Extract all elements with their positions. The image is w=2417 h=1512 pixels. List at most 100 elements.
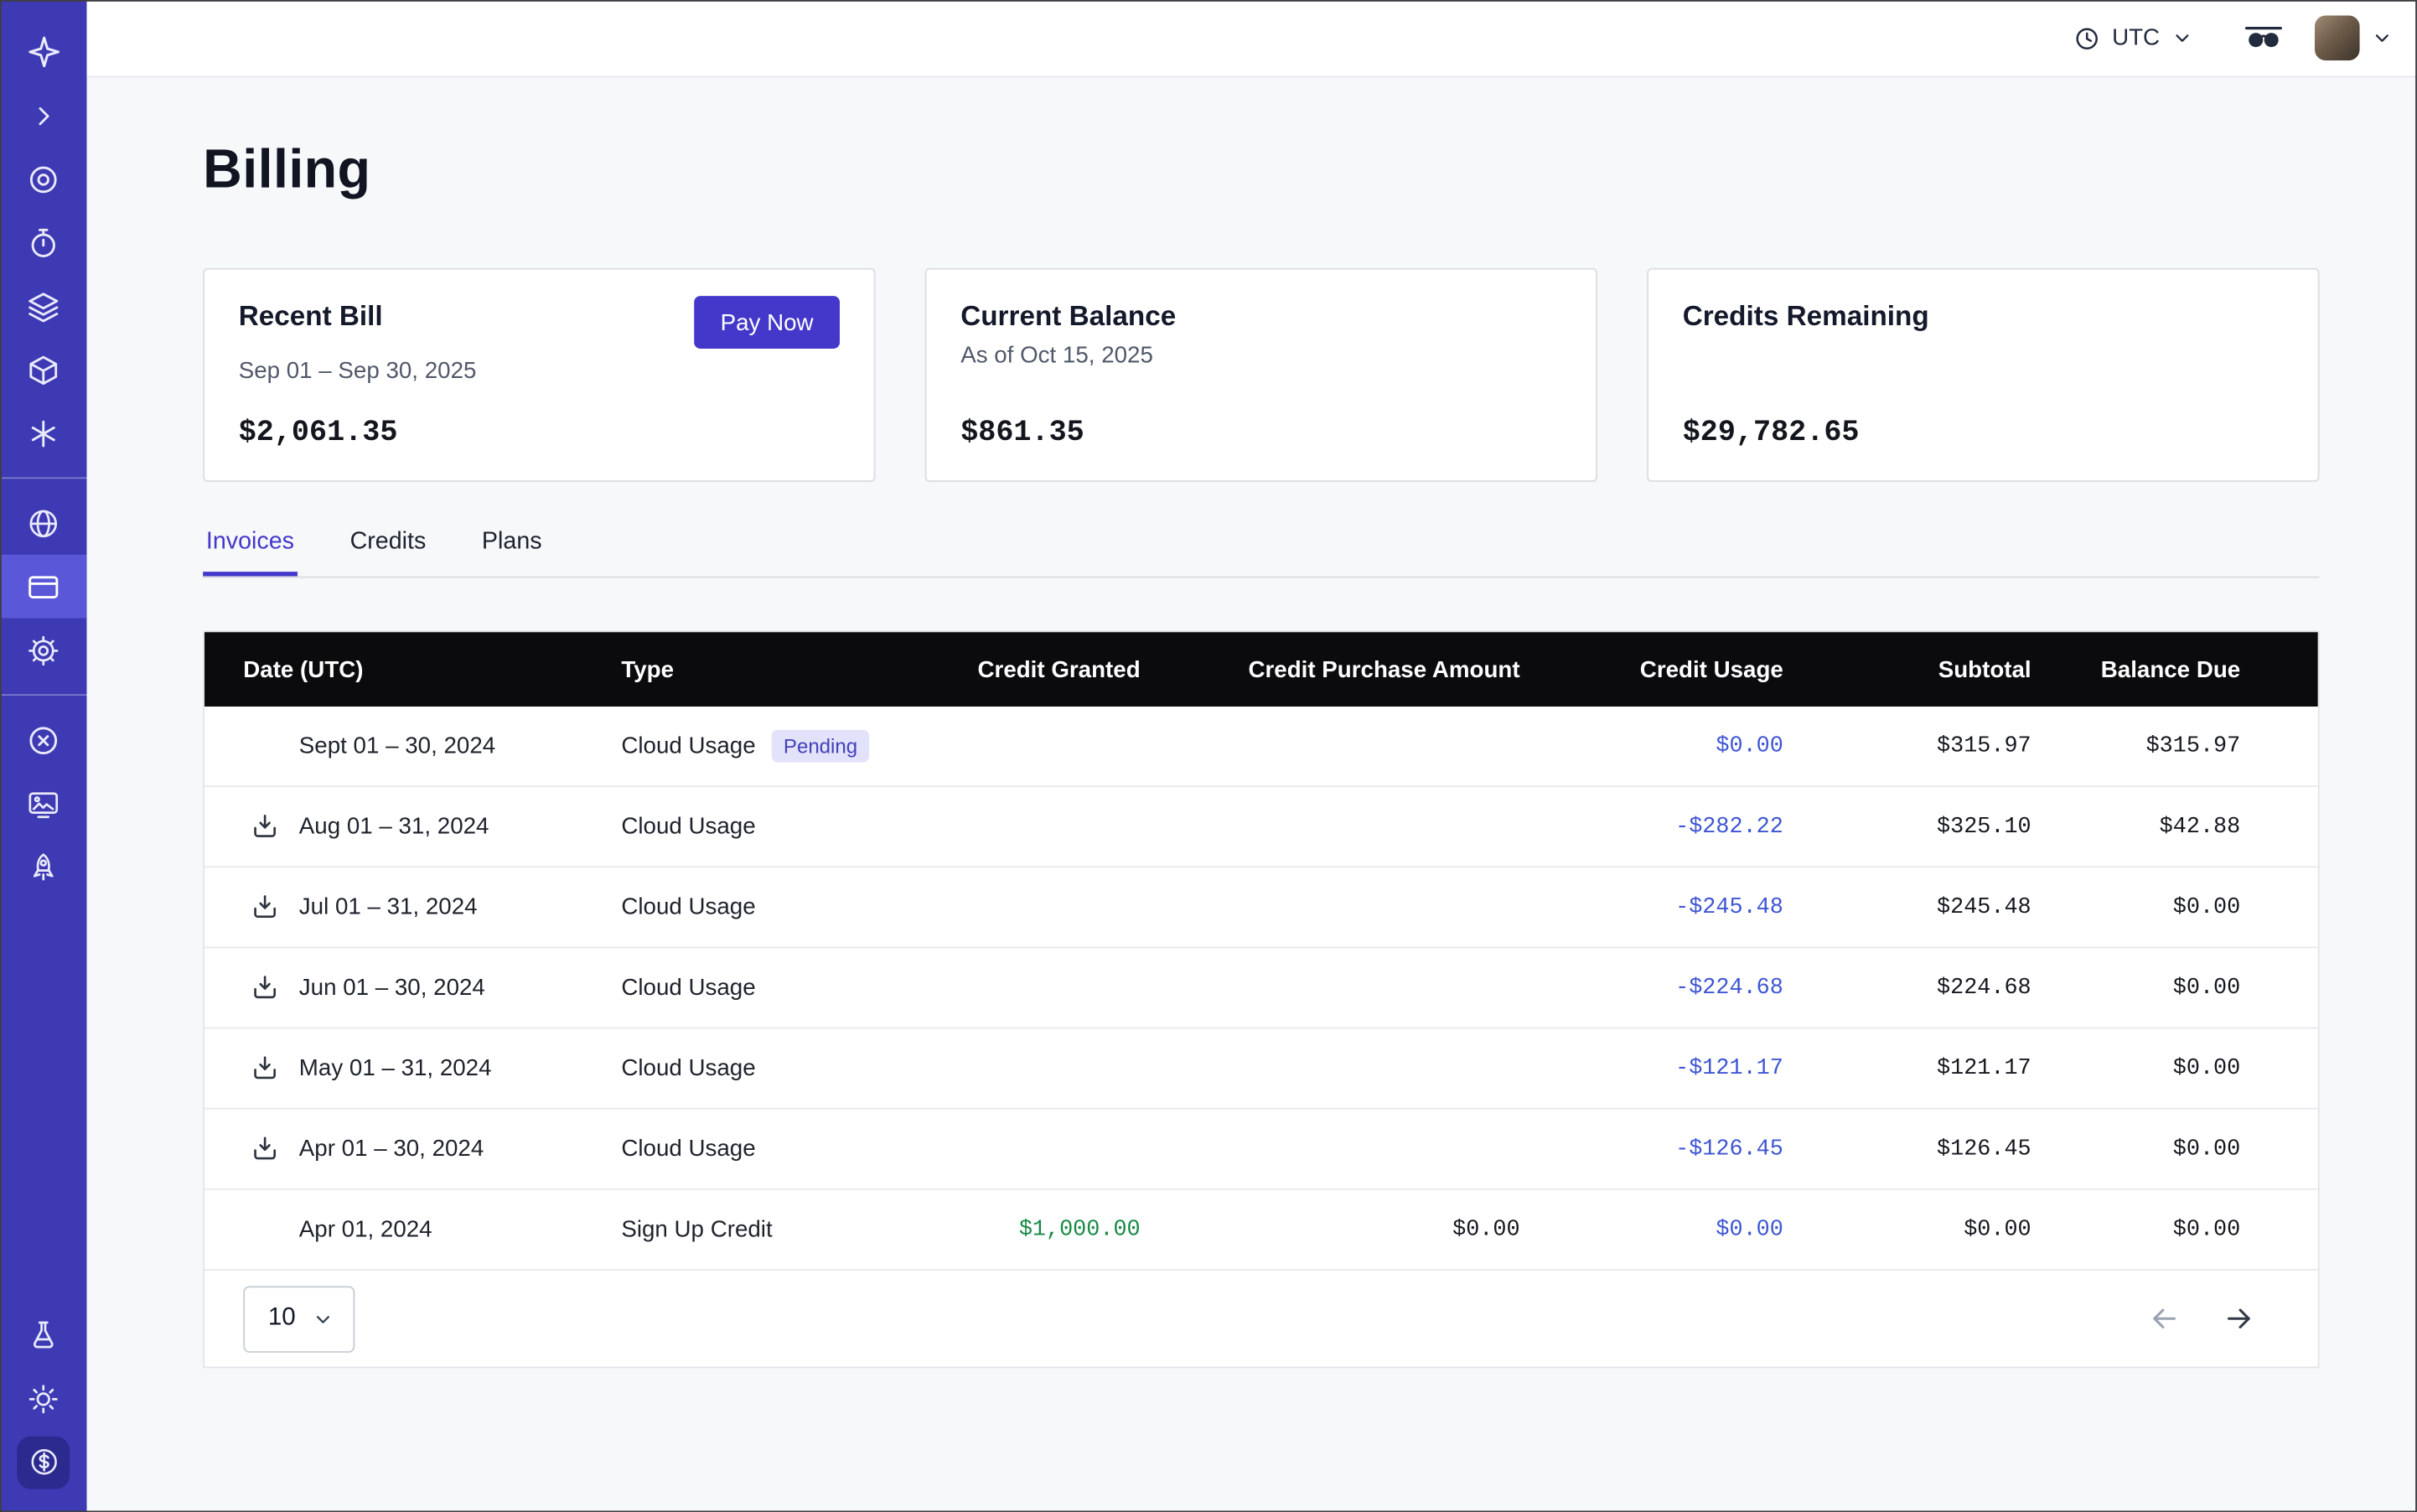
credit-usage-value: $0.00 bbox=[1559, 1217, 1822, 1242]
sidebar-divider bbox=[0, 477, 87, 479]
subtotal-value: $121.17 bbox=[1822, 1056, 2070, 1081]
invoice-date-cell: Apr 01, 2024 bbox=[204, 1214, 621, 1245]
status-badge: Pending bbox=[771, 730, 870, 763]
timezone-selector[interactable]: UTC bbox=[2073, 24, 2194, 52]
col-balance-due: Balance Due bbox=[2070, 656, 2318, 682]
asterisk-icon[interactable] bbox=[0, 401, 87, 465]
sidebar bbox=[0, 0, 87, 1512]
col-credit-granted: Credit Granted bbox=[916, 656, 1179, 682]
layers-icon[interactable] bbox=[0, 274, 87, 338]
tab-plans[interactable]: Plans bbox=[479, 528, 545, 576]
credit-usage-value: -$121.17 bbox=[1559, 1056, 1822, 1081]
balance-due-value: $0.00 bbox=[2070, 895, 2318, 920]
table-row: Jul 01 – 31, 2024 Cloud Usage -$245.48 $… bbox=[204, 867, 2318, 948]
invoice-date: Aug 01 – 31, 2024 bbox=[299, 814, 489, 840]
card-subtitle: Sep 01 – Sep 30, 2025 bbox=[239, 358, 840, 386]
invoice-date: Apr 01, 2024 bbox=[299, 1216, 432, 1242]
col-credit-usage: Credit Usage bbox=[1559, 656, 1822, 682]
balance-due-value: $315.97 bbox=[2070, 733, 2318, 759]
table-row: Apr 01 – 30, 2024 Cloud Usage -$126.45 $… bbox=[204, 1110, 2318, 1190]
target-icon[interactable] bbox=[0, 148, 87, 211]
rocket-icon[interactable] bbox=[0, 835, 87, 898]
download-invoice-icon[interactable] bbox=[250, 811, 281, 842]
arrow-left-icon bbox=[2147, 1302, 2182, 1336]
invoice-type-cell: Sign Up Credit bbox=[621, 1216, 915, 1242]
invoice-date-cell: Jul 01 – 31, 2024 bbox=[204, 892, 621, 923]
sidebar-divider bbox=[0, 694, 87, 696]
table-row: Apr 01, 2024 Sign Up Credit $1,000.00 $0… bbox=[204, 1190, 2318, 1271]
invoice-date: Sept 01 – 30, 2024 bbox=[299, 733, 495, 759]
col-subtotal: Subtotal bbox=[1822, 656, 2070, 682]
balance-due-value: $0.00 bbox=[2070, 1056, 2318, 1081]
invoice-rows: Sept 01 – 30, 2024 Cloud Usage Pending $… bbox=[204, 707, 2318, 1271]
page-title: Billing bbox=[203, 139, 2319, 201]
chevron-down-icon bbox=[311, 1307, 334, 1330]
sidebar-bottom-group bbox=[0, 1303, 87, 1512]
download-invoice-icon[interactable] bbox=[250, 972, 281, 1003]
table-row: Sept 01 – 30, 2024 Cloud Usage Pending $… bbox=[204, 707, 2318, 787]
chevron-down-icon bbox=[2371, 26, 2394, 49]
card-title: Credits Remaining bbox=[1683, 301, 1929, 334]
table-header: Date (UTC) Type Credit Granted Credit Pu… bbox=[204, 632, 2318, 707]
invoice-type: Cloud Usage bbox=[621, 1055, 755, 1081]
invoice-date: Jul 01 – 31, 2024 bbox=[299, 894, 478, 920]
circle-x-icon[interactable] bbox=[0, 708, 87, 772]
pagination bbox=[2147, 1302, 2255, 1336]
invoice-date: Jun 01 – 30, 2024 bbox=[299, 975, 485, 1001]
card-title: Current Balance bbox=[960, 301, 1176, 334]
download-invoice-icon[interactable] bbox=[250, 892, 281, 923]
sidebar-item-billing[interactable] bbox=[0, 555, 87, 619]
invoice-date-cell: Apr 01 – 30, 2024 bbox=[204, 1133, 621, 1164]
glasses-icon[interactable] bbox=[2244, 24, 2284, 52]
balance-due-value: $0.00 bbox=[2070, 976, 2318, 1001]
sun-icon[interactable] bbox=[0, 1367, 87, 1431]
current-balance-amount: $861.35 bbox=[960, 415, 1561, 449]
user-menu[interactable] bbox=[2315, 15, 2394, 60]
credit-usage-value: -$282.22 bbox=[1559, 814, 1822, 839]
invoice-type-cell: Cloud Usage bbox=[621, 894, 915, 920]
invoices-table: Date (UTC) Type Credit Granted Credit Pu… bbox=[203, 630, 2319, 1368]
flask-icon[interactable] bbox=[0, 1303, 87, 1367]
credit-purchase-value: $0.00 bbox=[1179, 1217, 1559, 1242]
gear-icon[interactable] bbox=[0, 619, 87, 682]
globe-icon[interactable] bbox=[0, 491, 87, 555]
col-credit-purchase: Credit Purchase Amount bbox=[1179, 656, 1559, 682]
next-page-button[interactable] bbox=[2222, 1302, 2256, 1336]
cube-icon[interactable] bbox=[0, 338, 87, 401]
pay-now-button[interactable]: Pay Now bbox=[694, 296, 840, 349]
topbar: UTC bbox=[87, 0, 2417, 77]
prev-page-button[interactable] bbox=[2147, 1302, 2182, 1336]
sidebar-expand-chevron-icon[interactable] bbox=[0, 84, 87, 148]
page-size-select[interactable]: 10 bbox=[243, 1285, 355, 1351]
arrow-right-icon bbox=[2222, 1302, 2256, 1336]
timer-icon[interactable] bbox=[0, 210, 87, 274]
table-row: Jun 01 – 30, 2024 Cloud Usage -$224.68 $… bbox=[204, 948, 2318, 1028]
dollar-coin-icon bbox=[17, 1436, 70, 1489]
tab-invoices[interactable]: Invoices bbox=[203, 528, 298, 576]
avatar bbox=[2315, 15, 2360, 60]
credit-usage-value: -$224.68 bbox=[1559, 976, 1822, 1001]
invoice-type-cell: Cloud Usage bbox=[621, 1136, 915, 1162]
invoice-type: Cloud Usage bbox=[621, 894, 755, 920]
chevron-down-icon bbox=[2171, 26, 2194, 49]
invoice-type: Cloud Usage bbox=[621, 814, 755, 840]
recent-bill-amount: $2,061.35 bbox=[239, 415, 840, 449]
screen-icon[interactable] bbox=[0, 772, 87, 836]
invoice-type-cell: Cloud Usage Pending bbox=[621, 730, 915, 763]
balance-due-value: $0.00 bbox=[2070, 1137, 2318, 1162]
subtotal-value: $245.48 bbox=[1822, 895, 2070, 920]
billing-page: Billing Recent Bill Pay Now Sep 01 – Sep… bbox=[87, 77, 2417, 1512]
download-invoice-icon[interactable] bbox=[250, 1133, 281, 1164]
col-date: Date (UTC) bbox=[204, 656, 621, 682]
logo-icon[interactable] bbox=[0, 20, 87, 84]
download-invoice-icon[interactable] bbox=[250, 1053, 281, 1084]
invoice-type-cell: Cloud Usage bbox=[621, 975, 915, 1001]
invoice-type: Sign Up Credit bbox=[621, 1216, 772, 1242]
tab-credits[interactable]: Credits bbox=[347, 528, 429, 576]
sidebar-item-credits[interactable] bbox=[0, 1430, 87, 1494]
table-footer: 10 bbox=[204, 1271, 2318, 1367]
current-balance-card: Current Balance As of Oct 15, 2025 $861.… bbox=[925, 268, 1597, 482]
invoice-type: Cloud Usage bbox=[621, 975, 755, 1001]
clock-icon bbox=[2073, 24, 2101, 52]
card-title: Recent Bill bbox=[239, 301, 383, 334]
